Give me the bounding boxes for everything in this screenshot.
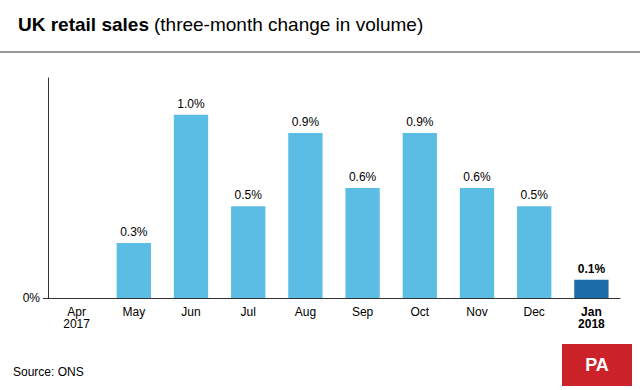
svg-text:Dec: Dec xyxy=(524,305,545,319)
svg-text:Sep: Sep xyxy=(352,305,374,319)
svg-text:0.3%: 0.3% xyxy=(120,225,148,239)
svg-text:Nov: Nov xyxy=(466,305,487,319)
svg-text:Jun: Jun xyxy=(181,305,200,319)
svg-text:1.0%: 1.0% xyxy=(177,97,205,111)
svg-text:0%: 0% xyxy=(23,291,41,305)
svg-text:0.9%: 0.9% xyxy=(406,115,434,129)
svg-text:Apr: Apr xyxy=(67,305,86,319)
svg-text:Source: ONS: Source: ONS xyxy=(13,365,84,379)
svg-text:0.1%: 0.1% xyxy=(578,262,606,276)
svg-text:Jul: Jul xyxy=(241,305,256,319)
svg-text:2017: 2017 xyxy=(63,317,90,331)
svg-text:2018: 2018 xyxy=(578,317,605,331)
svg-text:Aug: Aug xyxy=(295,305,316,319)
svg-text:May: May xyxy=(122,305,145,319)
svg-text:0.5%: 0.5% xyxy=(235,188,263,202)
svg-text:0.6%: 0.6% xyxy=(463,170,491,184)
svg-text:0.6%: 0.6% xyxy=(349,170,377,184)
svg-text:0.9%: 0.9% xyxy=(292,115,320,129)
svg-text:UK retail sales: UK retail sales xyxy=(18,14,149,35)
svg-text:Jan: Jan xyxy=(581,305,602,319)
svg-text:(three-month change in volume): (three-month change in volume) xyxy=(154,14,423,35)
svg-text:PA: PA xyxy=(585,355,609,375)
svg-text:0.5%: 0.5% xyxy=(521,188,549,202)
svg-text:Oct: Oct xyxy=(410,305,429,319)
